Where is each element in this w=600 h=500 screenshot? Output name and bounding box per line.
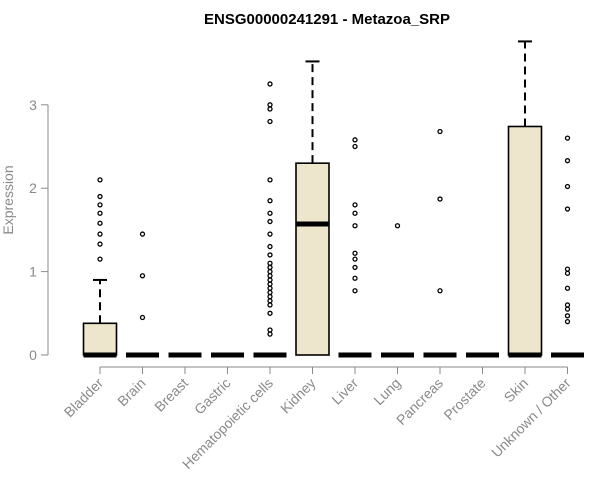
box-group — [551, 135, 584, 358]
outlier-point — [267, 264, 273, 271]
y-axis: 0 1 2 3 — [29, 97, 49, 363]
x-tick-label: Breast — [151, 375, 191, 415]
outlier-point — [267, 260, 273, 266]
outlier-point — [564, 266, 571, 272]
box-group — [253, 81, 287, 358]
outlier-point — [352, 202, 358, 208]
outlier-point — [97, 256, 103, 262]
x-tick-label: Lung — [370, 375, 403, 408]
outlier-point — [139, 231, 146, 237]
box-series — [82, 40, 584, 358]
y-tick-label: 3 — [29, 97, 37, 113]
box-group — [423, 128, 457, 358]
outlier-point — [267, 327, 273, 333]
x-tick-label: Prostate — [440, 375, 488, 423]
outlier-point — [352, 143, 358, 150]
outlier-point — [564, 285, 571, 291]
outlier-point — [267, 81, 273, 87]
outlier-point — [564, 270, 571, 276]
outlier-point — [564, 318, 571, 325]
outlier-point — [267, 102, 273, 108]
box-group — [82, 177, 118, 358]
outlier-point — [352, 264, 358, 271]
y-tick-label: 1 — [29, 264, 37, 280]
x-tick-label: Unknown / Other — [488, 375, 574, 461]
outlier-point — [139, 314, 146, 321]
outlier-point — [97, 177, 103, 183]
outlier-point — [267, 177, 273, 183]
outlier-point — [267, 243, 273, 250]
outlier-point — [352, 137, 358, 143]
outlier-point — [267, 231, 273, 237]
outlier-point — [97, 202, 103, 208]
outlier-point — [564, 135, 571, 141]
outlier-point — [97, 220, 103, 226]
outlier-point — [564, 306, 571, 312]
outlier-point — [267, 298, 273, 304]
outlier-point — [394, 223, 401, 229]
outlier-point — [267, 106, 273, 112]
outlier-point — [564, 183, 571, 190]
box-rect — [295, 162, 330, 356]
outlier-point — [97, 231, 103, 237]
outlier-point — [564, 158, 571, 164]
outlier-point — [267, 210, 273, 216]
x-tick-label: Kidney — [277, 375, 319, 417]
outlier-point — [267, 218, 273, 225]
outlier-point — [352, 223, 358, 229]
x-tick-label: Liver — [328, 375, 361, 408]
box-group — [338, 137, 372, 358]
outlier-point — [267, 268, 273, 275]
x-tick-label: Skin — [501, 375, 532, 406]
outlier-point — [352, 275, 358, 281]
outlier-point — [139, 273, 146, 279]
outlier-point — [267, 285, 273, 291]
y-axis-label: Expression — [0, 165, 16, 234]
box-group — [295, 60, 330, 356]
outlier-point — [267, 302, 273, 308]
outlier-point — [97, 193, 103, 200]
x-tick-label: Pancreas — [393, 375, 446, 428]
outlier-point — [564, 313, 571, 319]
chart-title: ENSG00000241291 - Metazoa_SRP — [204, 11, 450, 28]
outlier-point — [267, 277, 273, 283]
x-tick-label: Brain — [114, 375, 148, 409]
box-rect — [82, 322, 118, 356]
outlier-point — [267, 293, 273, 300]
outlier-point — [564, 302, 571, 308]
box-group — [126, 231, 159, 358]
outlier-point — [437, 196, 443, 202]
outlier-point — [437, 128, 443, 135]
outlier-point — [352, 210, 358, 216]
outlier-point — [564, 206, 571, 212]
y-tick-label: 2 — [29, 180, 37, 196]
outlier-point — [267, 198, 273, 204]
outlier-point — [352, 256, 358, 262]
outlier-point — [267, 273, 273, 279]
box-group — [381, 223, 414, 358]
box-group — [507, 40, 543, 358]
outlier-point — [267, 252, 273, 258]
x-tick-label: Bladder — [61, 375, 107, 421]
outlier-point — [267, 118, 273, 125]
y-tick-label: 0 — [29, 347, 37, 363]
outlier-point — [97, 210, 103, 216]
outlier-point — [352, 250, 358, 256]
box-rect — [507, 125, 543, 356]
outlier-point — [267, 281, 273, 287]
outlier-point — [267, 289, 273, 296]
outlier-point — [437, 288, 443, 294]
outlier-point — [267, 310, 273, 316]
outlier-point — [97, 241, 103, 247]
outlier-point — [267, 331, 273, 337]
outlier-point — [352, 288, 358, 294]
